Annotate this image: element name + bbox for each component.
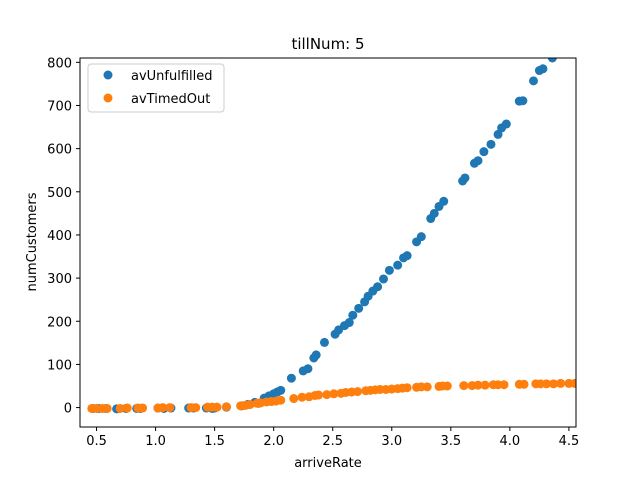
unfulfilled-point	[319, 337, 329, 347]
timedout-point	[499, 380, 509, 390]
legend-label: avUnfulfilled	[131, 69, 213, 84]
unfulfilled-point	[429, 208, 439, 218]
unfulfilled-point	[286, 373, 296, 383]
unfulfilled-point	[416, 232, 426, 242]
legend-box	[87, 63, 225, 113]
unfulfilled-point	[538, 64, 548, 74]
x-tick-label: 2.0	[263, 434, 284, 449]
unfulfilled-point	[402, 251, 412, 261]
timedout-point	[480, 380, 490, 390]
x-tick-label: 3.0	[381, 434, 402, 449]
y-tick-label: 300	[47, 272, 72, 287]
plot-frame	[79, 57, 577, 428]
chart-title: tillNum: 5	[291, 35, 364, 53]
unfulfilled-point	[303, 364, 313, 374]
x-tick-label: 1.5	[204, 434, 225, 449]
timedout-point	[556, 378, 566, 388]
timedout-point	[122, 403, 132, 413]
unfulfilled-point	[311, 350, 321, 360]
plot-area	[87, 58, 576, 414]
y-tick-label: 400	[47, 229, 72, 244]
timedout-point	[158, 403, 168, 413]
timedout-point	[422, 382, 432, 392]
unfulfilled-point	[460, 173, 470, 183]
unfulfilled-point	[479, 147, 489, 157]
unfulfilled-point	[528, 76, 538, 86]
timedout-point	[570, 378, 576, 388]
unfulfilled-point	[373, 282, 383, 292]
timedout-point	[212, 402, 222, 412]
y-tick-label: 100	[47, 358, 72, 373]
unfulfilled-point	[348, 310, 358, 320]
x-tick-label: 1.0	[145, 434, 166, 449]
timedout-point	[519, 379, 529, 389]
timedout-point	[289, 394, 299, 404]
unfulfilled-point	[547, 58, 557, 63]
timedout-point	[102, 403, 112, 413]
timedout-point	[115, 403, 125, 413]
unfulfilled-point	[393, 260, 403, 270]
legend-marker	[103, 93, 113, 103]
timedout-point	[473, 380, 483, 390]
timedout-point	[541, 379, 551, 389]
timedout-point	[329, 389, 339, 399]
unfulfilled-point	[354, 303, 364, 313]
y-tick-label: 500	[47, 186, 72, 201]
unfulfilled-point	[384, 265, 394, 275]
x-tick-label: 3.5	[440, 434, 461, 449]
unfulfilled-point	[486, 139, 496, 149]
unfulfilled-point	[518, 96, 528, 106]
timedout-point	[442, 381, 452, 391]
x-axis-label: arriveRate	[294, 456, 362, 471]
timedout-point	[459, 381, 469, 391]
axes: 0.5 1.0 1.5 2.0 2.5 3.0 3.5 4.0 4.5 0 100 200 300 400…	[47, 56, 579, 449]
x-tick-label: 0.5	[86, 434, 107, 449]
legend: avUnfulfilled avTimedOut	[87, 63, 225, 113]
timedout-point	[221, 402, 231, 412]
timedout-point	[165, 403, 175, 413]
timedout-point	[297, 392, 307, 402]
y-tick-label: 800	[47, 56, 72, 71]
unfulfilled-point	[501, 119, 511, 129]
y-tick-label: 200	[47, 315, 72, 330]
unfulfilled-point	[276, 385, 286, 395]
timedout-point	[314, 390, 324, 400]
unfulfilled-point	[344, 318, 354, 328]
unfulfilled-point	[439, 196, 449, 206]
timedout-point	[402, 383, 412, 393]
y-tick-label: 700	[47, 99, 72, 114]
timedout-point	[322, 390, 332, 400]
legend-marker	[103, 70, 113, 80]
y-tick-label: 0	[64, 402, 72, 417]
y-axis-label: numCustomers	[25, 192, 40, 291]
legend-label: avTimedOut	[131, 92, 210, 107]
timedout-point	[549, 379, 559, 389]
y-tick-label: 600	[47, 143, 72, 158]
timedout-point	[276, 395, 286, 405]
timedout-point	[245, 400, 255, 410]
x-tick-label: 4.0	[500, 434, 521, 449]
unfulfilled-point	[473, 156, 483, 166]
timedout-point	[191, 403, 201, 413]
unfulfilled-point	[379, 274, 388, 284]
timedout-point	[353, 387, 363, 397]
timedout-point	[138, 403, 148, 413]
x-tick-label: 2.5	[322, 434, 343, 449]
x-tick-label: 4.5	[559, 434, 580, 449]
